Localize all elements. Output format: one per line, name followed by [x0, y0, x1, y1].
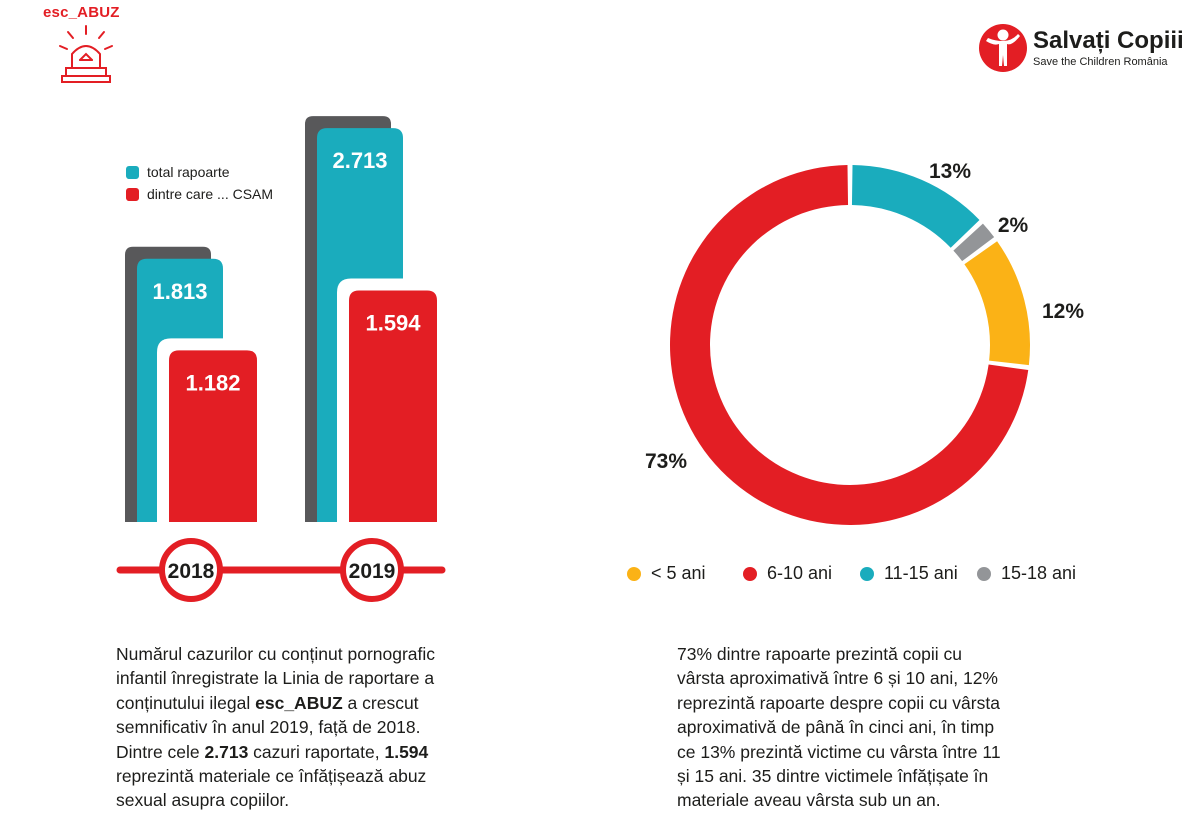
- age-legend-lt5: < 5 ani: [627, 563, 706, 584]
- siren-icon: [59, 25, 113, 83]
- donut-label: 13%: [929, 160, 971, 183]
- bold-brand: esc_ABUZ: [255, 692, 343, 713]
- text-line: sexual asupra copiilor.: [116, 790, 290, 811]
- bar-label-csam-2019: 1.594: [365, 311, 421, 336]
- donut-chart: 13% 2% 12% 73%: [645, 160, 1084, 525]
- text-line: infantil înregistrate la Linia de raport…: [116, 668, 435, 689]
- age-legend-label: 15-18 ani: [1001, 563, 1077, 583]
- bold-total: 2.713: [204, 741, 249, 762]
- text-line: vârsta aproximativă între 6 și 10 ani, 1…: [677, 668, 998, 689]
- salvati-copiii-logo: Salvați Copiii Save the Children România: [978, 22, 1184, 82]
- bar-label-total-2018: 1.813: [152, 279, 207, 304]
- bar-legend-item-csam: dintre care ... CSAM: [126, 186, 273, 202]
- text-line: și 15 ani. 35 dintre victimele înfățișat…: [677, 766, 989, 787]
- year-circle-2019: [340, 538, 404, 602]
- legend-label-total: total rapoarte: [147, 164, 230, 180]
- child-figure-icon: [979, 24, 1027, 72]
- age-legend-6-10: 6-10 ani: [743, 563, 832, 584]
- text-line: Dintre cele 2.713 cazuri raportate, 1.59…: [116, 741, 429, 762]
- right-description: 73% dintre rapoarte prezintă copii cu vâ…: [677, 642, 1077, 813]
- left-description: Numărul cazurilor cu conținut pornografi…: [116, 642, 496, 813]
- bar-csam-2019: [349, 290, 437, 522]
- donut-label: 73%: [645, 450, 687, 473]
- bar-label-csam-2018: 1.182: [185, 370, 240, 395]
- bar-chart: 1.813 1.182 2.713 1.594 2018 2019: [116, 116, 446, 602]
- legend-dot-15-18: [977, 566, 991, 581]
- text-line: ce 13% prezintă victime cu vârsta între …: [677, 741, 1001, 762]
- legend-dot-6-10: [743, 566, 757, 581]
- esc-abuz-logo: esc_ABUZ: [40, 4, 130, 94]
- text-line: reprezintă materiale ce înfățișează abuz: [116, 766, 427, 787]
- text-line: materiale aveau vârsta sub un an.: [677, 790, 941, 811]
- age-legend-label: 6-10 ani: [767, 563, 833, 583]
- year-label-2018: 2018: [168, 560, 215, 583]
- logo-subtitle: Save the Children România: [1033, 56, 1168, 68]
- donut-slice--5-ani: [964, 241, 1030, 366]
- donut-slice-11-15-ani: [851, 165, 980, 248]
- age-legend-label: < 5 ani: [651, 563, 706, 583]
- donut-label: 12%: [1042, 300, 1084, 323]
- text-line: Numărul cazurilor cu conținut pornografi…: [116, 644, 436, 664]
- age-legend-15-18: 15-18 ani: [977, 563, 1076, 584]
- legend-swatch-csam: [126, 187, 139, 201]
- esc-abuz-logo-label: esc_ABUZ: [43, 4, 120, 21]
- logo-name: Salvați Copiii: [1033, 27, 1184, 54]
- legend-label-csam: dintre care ... CSAM: [147, 186, 274, 202]
- text-line: aproximativă de până în cinci ani, în ti…: [677, 717, 995, 738]
- bold-csam: 1.594: [384, 741, 429, 762]
- legend-dot-11-15: [860, 566, 874, 581]
- donut-label: 2%: [998, 214, 1029, 237]
- text-line: semnificativ în anul 2019, față de 2018.: [116, 717, 421, 738]
- age-legend-11-15: 11-15 ani: [860, 563, 958, 584]
- year-label-2019: 2019: [349, 560, 396, 583]
- year-circle-2018: [159, 538, 223, 602]
- legend-swatch-total: [126, 165, 139, 179]
- text-line: 73% dintre rapoarte prezintă copii cu: [677, 644, 963, 664]
- bar-label-total-2019: 2.713: [332, 148, 387, 173]
- donut-slice-15-18-ani: [953, 223, 995, 262]
- text-line: reprezintă rapoarte despre copii cu vârs…: [677, 692, 1000, 713]
- age-legend-label: 11-15 ani: [884, 563, 958, 583]
- text-line: conținutului ilegal esc_ABUZ a crescut: [116, 692, 419, 713]
- legend-dot-lt5: [627, 566, 641, 581]
- bar-csam-2018: [169, 350, 257, 522]
- bar-legend-item-total: total rapoarte: [126, 164, 230, 180]
